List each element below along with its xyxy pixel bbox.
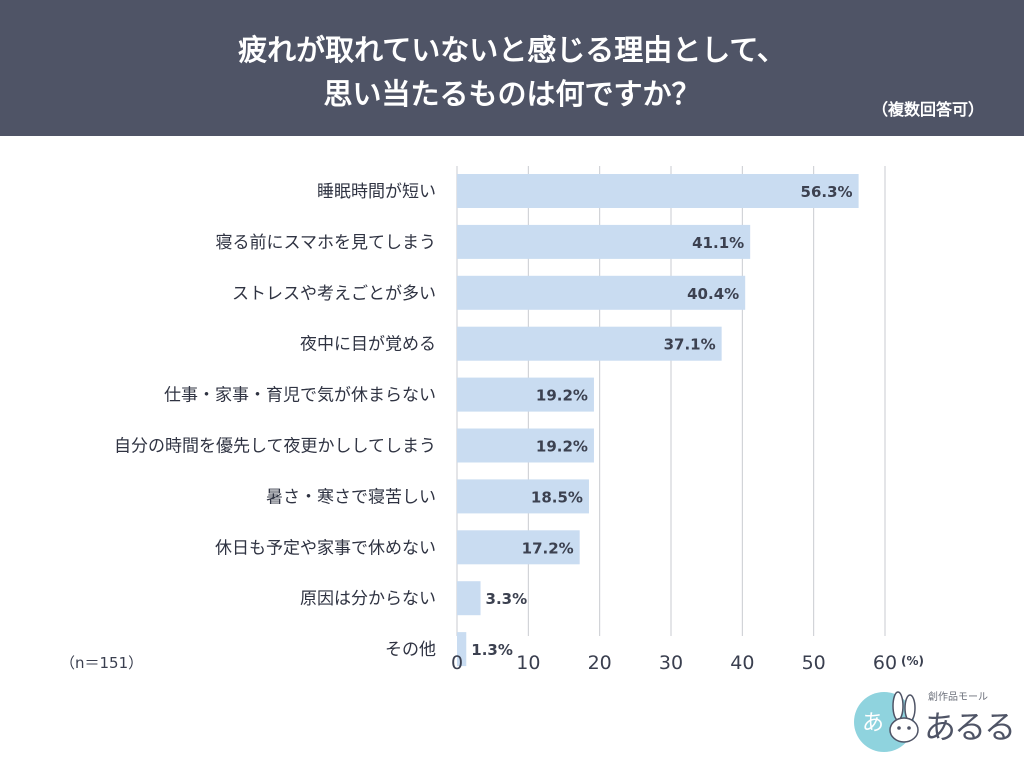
bar	[457, 428, 594, 463]
x-tick-label: 50	[802, 652, 826, 674]
x-tick-label: 60	[873, 652, 897, 674]
category-label: 休日も予定や家事で休めない	[215, 538, 436, 558]
category-label: 自分の時間を優先して夜更かししてしまう	[114, 437, 436, 457]
x-tick-label: 40	[730, 652, 754, 674]
bar	[457, 632, 467, 667]
header-bar: 疲れが取れていないと感じる理由として、 思い当たるものは何ですか？ （複数回答可…	[0, 0, 1024, 136]
x-tick-label: 0	[451, 652, 463, 674]
data-label: 17.2%	[522, 539, 574, 557]
chart-subtitle: （複数回答可）	[871, 100, 984, 119]
x-tick-label: 10	[516, 652, 540, 674]
bar	[457, 326, 722, 361]
data-label: 37.1%	[664, 336, 716, 354]
x-tick-label: 30	[659, 652, 683, 674]
bar	[457, 479, 589, 514]
x-axis-unit: (%)	[901, 654, 924, 668]
category-label: その他	[385, 640, 436, 660]
category-label: ストレスや考えごとが多い	[232, 284, 436, 304]
bar	[457, 377, 594, 412]
logo-name: あるる	[924, 708, 1016, 746]
bar	[457, 174, 859, 208]
chart-title: 疲れが取れていないと感じる理由として、 思い当たるものは何ですか？	[0, 28, 1024, 116]
rabbit-logo-icon: あ	[854, 691, 919, 752]
category-label: 原因は分からない	[300, 589, 436, 609]
data-label: 18.5%	[531, 488, 583, 506]
bar	[457, 581, 481, 616]
data-label: 41.1%	[692, 234, 744, 252]
svg-text:あ: あ	[862, 711, 884, 736]
bar	[457, 224, 751, 259]
value-labels: 56.3% 41.1% 40.4% 37.1% 19.2% 19.2% 18.5% 17.2%…	[471, 183, 852, 659]
data-label: 19.2%	[536, 438, 588, 456]
x-axis-ticks: 0 10 20 30 40 50 60 (%)	[451, 652, 924, 674]
category-label: 夜中に目が覚める	[300, 335, 436, 355]
bar-chart: 睡眠時間が短い寝る前にスマホを見てしまうストレスや考えごとが多い夜中に目が覚める…	[114, 166, 924, 674]
x-tick-label: 20	[588, 652, 612, 674]
bar	[457, 275, 746, 310]
category-label: 睡眠時間が短い	[317, 182, 436, 202]
data-label: 19.2%	[536, 387, 588, 405]
bar	[457, 530, 580, 565]
category-label: 寝る前にスマホを見てしまう	[216, 232, 437, 253]
category-labels: 睡眠時間が短い寝る前にスマホを見てしまうストレスや考えごとが多い夜中に目が覚める…	[114, 182, 436, 660]
title-line-2: 思い当たるものは何ですか？	[323, 77, 701, 111]
data-label: 56.3%	[801, 183, 853, 201]
data-label: 1.3%	[471, 641, 513, 659]
data-label: 40.4%	[687, 285, 739, 303]
bars	[457, 174, 859, 667]
logo-tagline: 創作品モール	[928, 692, 988, 703]
category-label: 仕事・家事・育児で気が休まらない	[164, 386, 436, 406]
title-line-1: 疲れが取れていないと感じる理由として、	[238, 33, 786, 67]
brand-logo: あ 創作品モール あるる	[848, 684, 1016, 756]
sample-size-note: （n＝151）	[60, 654, 144, 672]
data-label: 3.3%	[486, 590, 528, 608]
category-label: 暑さ・寒さで寝苦しい	[266, 486, 436, 507]
